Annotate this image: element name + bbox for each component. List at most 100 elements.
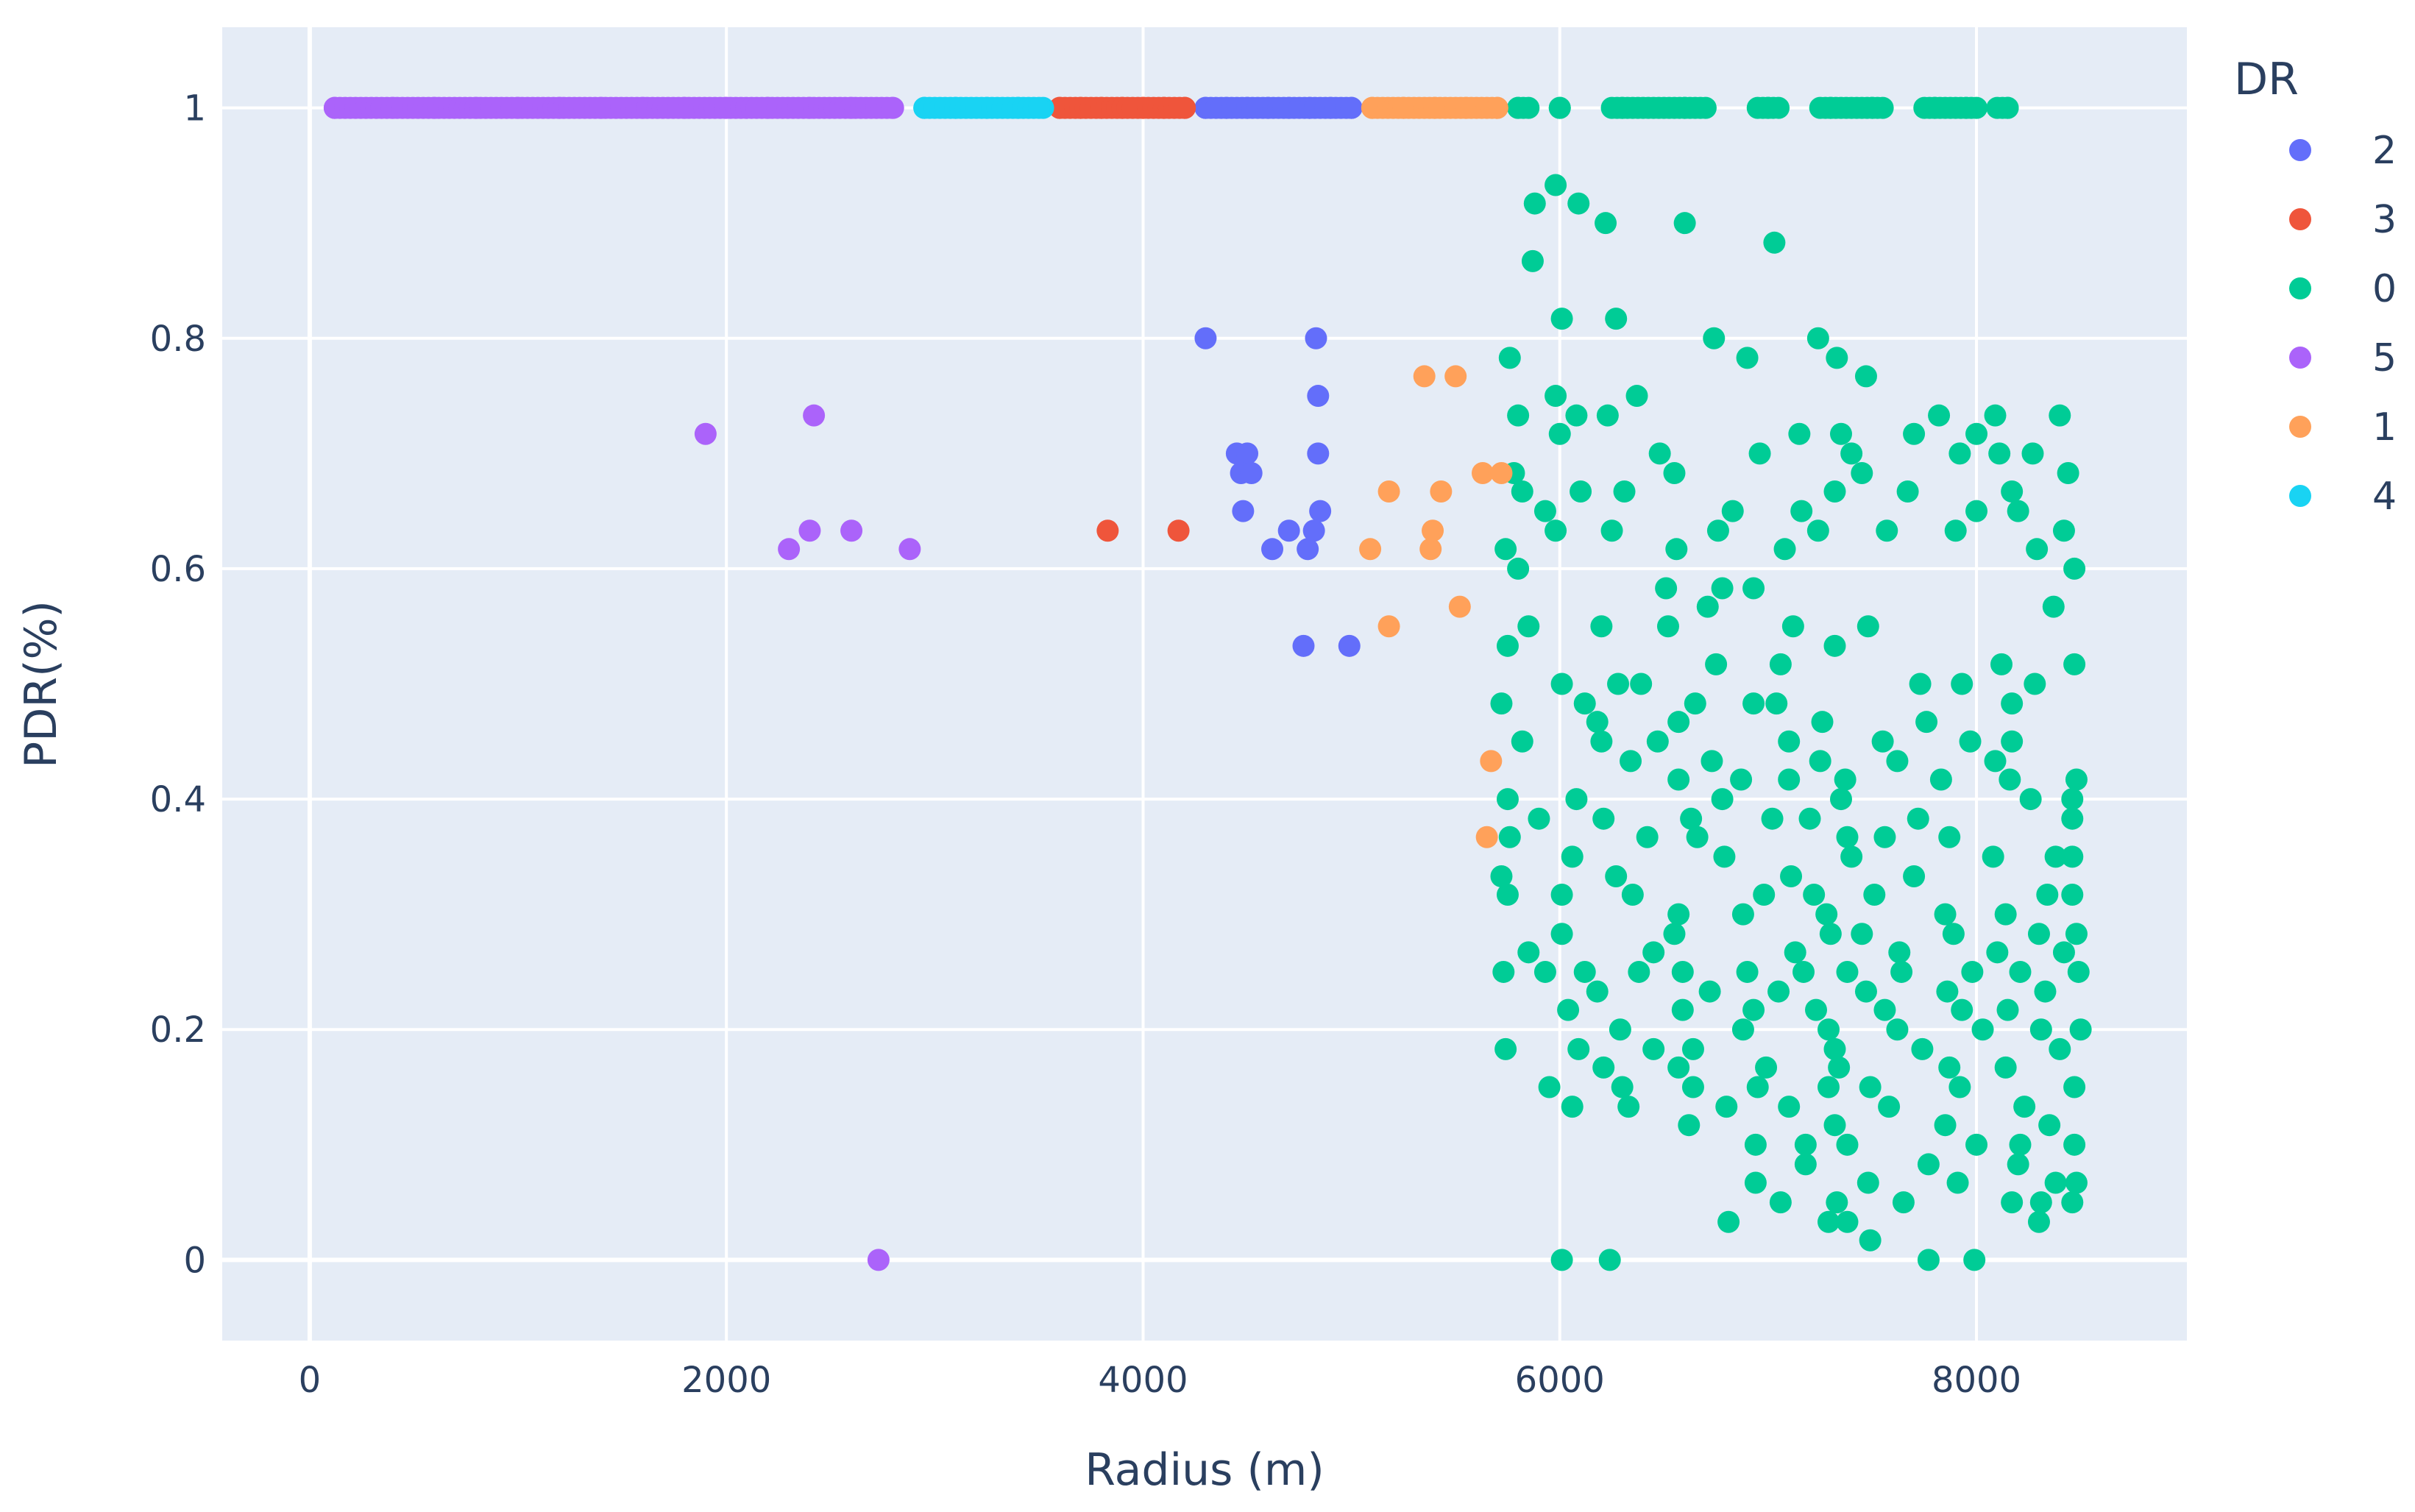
data-point (1359, 538, 1382, 561)
data-point (898, 538, 921, 561)
data-point (1340, 96, 1363, 119)
data-point (1909, 672, 1932, 695)
legend-marker[interactable] (2289, 139, 2311, 161)
data-point (1630, 672, 1653, 695)
data-point (1698, 980, 1721, 1003)
data-point (1596, 404, 1619, 427)
data-point (1377, 480, 1400, 503)
legend-marker[interactable] (2289, 416, 2311, 438)
data-point (1903, 422, 1926, 445)
data-point (1996, 998, 2019, 1021)
data-point (1859, 1076, 1882, 1098)
data-point (1471, 461, 1494, 484)
data-point (2061, 845, 2084, 868)
legend-items: 2 3 0 5 1 4 (2289, 129, 2397, 519)
data-point (1686, 826, 1709, 848)
data-point (2019, 788, 2042, 811)
data-point (1663, 923, 1686, 945)
data-point (1684, 692, 1706, 715)
data-point (2057, 461, 2079, 484)
data-point (1557, 998, 1580, 1021)
data-point (2065, 923, 2088, 945)
data-point (1277, 519, 1300, 542)
data-point (881, 96, 904, 119)
data-point (1607, 672, 1630, 695)
data-point (1681, 1076, 1704, 1098)
data-point (1567, 1037, 1590, 1060)
data-point (1986, 941, 2009, 964)
legend-label[interactable]: 3 (2372, 198, 2397, 242)
data-point (1965, 422, 1988, 445)
data-point (1586, 711, 1609, 734)
data-point (1494, 538, 1517, 561)
data-point (1667, 768, 1690, 791)
legend-label[interactable]: 4 (2372, 475, 2397, 519)
data-point (1836, 826, 1859, 848)
data-point (1717, 1210, 1740, 1233)
data-point (1671, 960, 1694, 983)
legend-label[interactable]: 0 (2372, 267, 2397, 311)
data-point (1748, 442, 1771, 465)
data-point (1840, 845, 1863, 868)
data-point (1971, 1018, 1994, 1041)
data-point (1938, 826, 1961, 848)
data-point (1876, 519, 1898, 542)
data-point (2001, 480, 2024, 503)
data-point (1765, 692, 1788, 715)
legend-label[interactable]: 2 (2372, 129, 2397, 173)
data-point (1338, 634, 1361, 657)
data-point (1798, 807, 1821, 830)
data-point (1194, 327, 1217, 349)
legend-marker[interactable] (2289, 347, 2311, 369)
data-point (1854, 980, 1877, 1003)
data-point (1545, 385, 1567, 408)
legend-marker[interactable] (2289, 277, 2311, 299)
data-point (1721, 500, 1744, 522)
data-point (2027, 1210, 2050, 1233)
data-point (1521, 249, 1544, 272)
data-point (1829, 788, 1852, 811)
data-point (1806, 519, 1829, 542)
data-point (1763, 231, 1786, 254)
data-point (1590, 730, 1613, 753)
data-point (2001, 730, 2024, 753)
series-dr-5 (323, 96, 921, 1271)
data-point (1533, 500, 1556, 522)
data-point (1550, 923, 1573, 945)
data-point (1605, 865, 1628, 887)
data-point (1573, 692, 1596, 715)
legend-label[interactable]: 1 (2372, 405, 2397, 450)
data-point (1767, 980, 1790, 1003)
data-point (1174, 96, 1196, 119)
legend-title: DR (2234, 54, 2299, 105)
data-point (1961, 960, 1984, 983)
data-point (1851, 461, 1873, 484)
data-point (1963, 1249, 1986, 1271)
data-point (1240, 461, 1263, 484)
data-point (1834, 768, 1857, 791)
data-point (1888, 941, 1911, 964)
data-point (1873, 998, 1896, 1021)
data-point (1854, 365, 1877, 388)
data-point (1840, 442, 1863, 465)
data-point (2061, 807, 2084, 830)
data-point (2026, 538, 2049, 561)
x-tick-label: 4000 (1098, 1360, 1188, 1401)
data-point (2063, 1076, 2086, 1098)
y-tick-label: 0.2 (150, 1009, 206, 1051)
data-point (798, 519, 821, 542)
data-point (1778, 730, 1801, 753)
legend-label[interactable]: 5 (2372, 336, 2397, 380)
legend-marker[interactable] (2289, 208, 2311, 230)
data-point (1767, 96, 1790, 119)
data-point (1871, 96, 1894, 119)
legend-marker[interactable] (2289, 485, 2311, 507)
y-tick-label: 1 (183, 88, 206, 129)
data-point (1642, 941, 1665, 964)
data-point (2061, 788, 2084, 811)
data-point (1990, 653, 2013, 675)
data-point (1490, 865, 1513, 887)
data-point (1934, 1114, 1957, 1137)
data-point (2029, 1018, 2052, 1041)
